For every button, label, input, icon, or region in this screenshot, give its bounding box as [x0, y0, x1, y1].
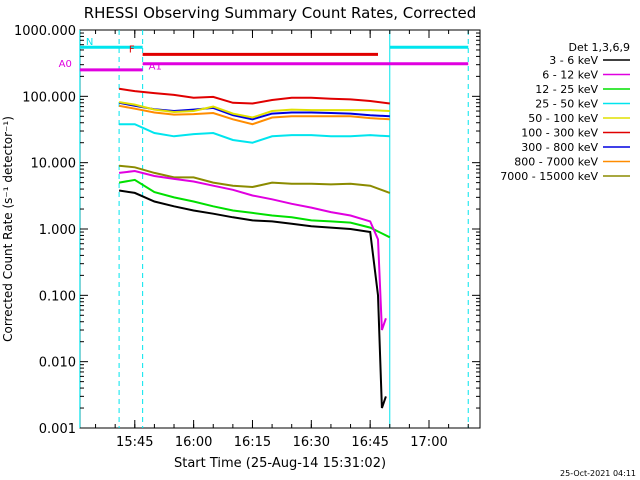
series-line [118, 104, 390, 126]
legend-label: 50 - 100 keV [528, 112, 598, 125]
y-tick-label: 0.010 [39, 356, 76, 371]
x-tick-label: 15:45 [116, 435, 153, 450]
x-axis-label: Start Time (25-Aug-14 15:31:02) [174, 456, 386, 471]
flag-label: F [129, 44, 135, 55]
series-line [118, 178, 391, 239]
legend-label: 7000 - 15000 keV [500, 170, 598, 183]
y-axis: 0.001 0.010 0.100 1.000 10.000 100.000 1000.00… [14, 24, 480, 437]
x-tick-label: 16:00 [175, 435, 212, 450]
legend-label: 25 - 50 keV [535, 98, 598, 111]
plot-area [79, 29, 481, 429]
footer-date: 25-Oct-2021 04:11 [560, 469, 636, 478]
flag-label: A0 [59, 59, 72, 70]
legend-label: 300 - 800 keV [521, 141, 598, 154]
series-line [118, 169, 387, 331]
y-tick-label: 1000.000 [14, 24, 76, 39]
series-lines [118, 87, 391, 409]
legend-title: Det 1,3,6,9 [568, 41, 630, 54]
series-line [118, 101, 390, 119]
legend-label: 800 - 7000 keV [514, 156, 598, 169]
plot-frame [79, 29, 481, 429]
x-tick-label: 16:30 [293, 435, 330, 450]
y-axis-label: Corrected Count Rate (s⁻¹ detector⁻¹) [1, 116, 15, 342]
y-tick-label: 100.000 [22, 90, 76, 105]
flag-label: N [86, 37, 93, 48]
series-line [119, 123, 390, 144]
x-tick-label: 16:15 [234, 435, 271, 450]
y-tick-label: 0.001 [39, 422, 76, 437]
state-flags: N F A0 A1 [59, 37, 469, 73]
series-line [118, 164, 391, 194]
x-axis: 15:45 16:00 16:15 16:30 16:45 17:00 [95, 30, 469, 450]
y-tick-label: 0.100 [39, 289, 76, 304]
series-line [118, 87, 390, 105]
series-line [118, 189, 387, 409]
y-tick-label: 1.000 [39, 223, 76, 238]
y-tick-label: 10.000 [31, 157, 77, 172]
legend-label: 6 - 12 keV [542, 69, 598, 82]
legend-label: 3 - 6 keV [549, 54, 598, 67]
x-tick-label: 17:00 [410, 435, 447, 450]
vertical-markers [79, 30, 469, 428]
x-tick-label: 16:45 [351, 435, 388, 450]
chart-title: RHESSI Observing Summary Count Rates, Co… [84, 4, 477, 22]
legend-label: 12 - 25 keV [535, 83, 598, 96]
legend-label: 100 - 300 keV [521, 127, 598, 140]
flag-label: A1 [149, 62, 162, 73]
